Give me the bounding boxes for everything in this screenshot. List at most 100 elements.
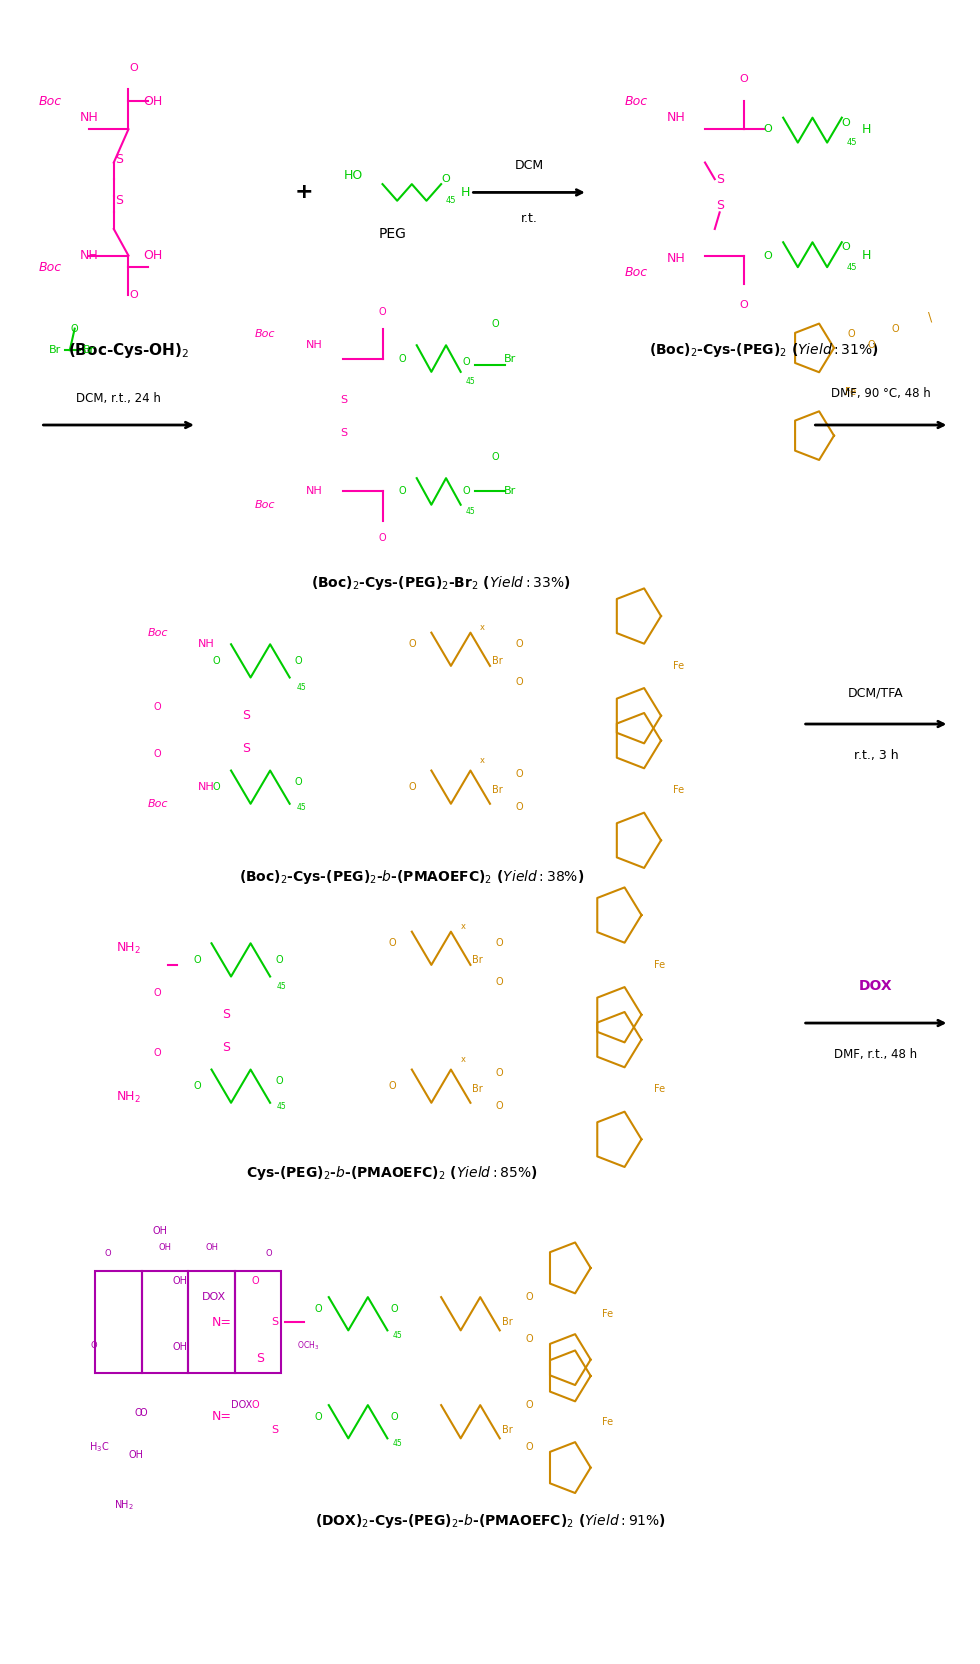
Text: 45: 45	[466, 508, 475, 516]
Text: O: O	[463, 486, 470, 496]
Text: O: O	[71, 324, 78, 334]
Text: O: O	[154, 988, 162, 998]
Text: Br: Br	[504, 353, 515, 363]
Text: OH: OH	[172, 1276, 187, 1286]
Text: 45: 45	[277, 982, 287, 992]
Text: O: O	[193, 955, 201, 965]
Text: OCH$_3$: OCH$_3$	[297, 1340, 318, 1351]
Text: O: O	[252, 1399, 260, 1409]
Text: O: O	[213, 782, 220, 792]
Text: O: O	[315, 1411, 321, 1421]
Text: 45: 45	[847, 263, 858, 271]
Text: O: O	[398, 486, 406, 496]
Text: O: O	[390, 1411, 398, 1421]
Text: O: O	[763, 251, 772, 261]
Text: DCM/TFA: DCM/TFA	[849, 686, 904, 699]
Text: O: O	[525, 1441, 533, 1451]
Text: 45: 45	[446, 196, 457, 205]
Text: O: O	[408, 782, 416, 792]
Text: NH$_2$: NH$_2$	[116, 940, 141, 955]
Text: S: S	[222, 1042, 230, 1055]
Text: O: O	[154, 1048, 162, 1058]
Text: O: O	[390, 1305, 398, 1315]
Text: S: S	[257, 1353, 265, 1364]
Text: O: O	[525, 1333, 533, 1343]
Text: O: O	[515, 769, 523, 779]
Text: O: O	[378, 308, 386, 318]
Text: O: O	[867, 339, 875, 349]
Text: Boc: Boc	[38, 261, 62, 273]
Text: (Boc)$_2$-Cys-(PEG)$_2$-$\it{b}$-(PMAOEFC)$_2$ ($\it{Yield: 38\%}$): (Boc)$_2$-Cys-(PEG)$_2$-$\it{b}$-(PMAOEF…	[239, 869, 584, 885]
Text: O: O	[740, 301, 749, 311]
Text: O: O	[848, 328, 856, 339]
Text: 45: 45	[847, 138, 858, 146]
Text: N=: N=	[212, 1316, 231, 1328]
Text: O: O	[193, 1082, 201, 1092]
Text: $\backslash$: $\backslash$	[927, 310, 933, 324]
Text: Fe: Fe	[845, 386, 856, 396]
Text: DOX: DOX	[231, 1399, 252, 1409]
Text: O: O	[388, 1082, 396, 1092]
Text: O: O	[842, 243, 851, 253]
Text: O: O	[496, 977, 504, 987]
Text: O: O	[515, 802, 523, 812]
Text: OH: OH	[153, 1226, 168, 1236]
Text: O: O	[139, 1408, 147, 1418]
Text: S: S	[222, 1008, 230, 1022]
Text: (Boc)$_2$-Cys-(PEG)$_2$ ($\it{Yield: 31\%}$): (Boc)$_2$-Cys-(PEG)$_2$ ($\it{Yield: 31\…	[649, 341, 879, 359]
Text: O: O	[315, 1305, 321, 1315]
Text: O: O	[129, 63, 137, 73]
Text: 45: 45	[297, 802, 307, 812]
Text: Br: Br	[502, 1424, 513, 1434]
Text: H: H	[861, 123, 870, 136]
Text: O: O	[154, 749, 162, 759]
Text: Fe: Fe	[602, 1310, 613, 1320]
Text: Boc: Boc	[255, 328, 275, 339]
Text: H: H	[861, 250, 870, 261]
Text: 45: 45	[297, 682, 307, 692]
Text: Br: Br	[83, 344, 95, 354]
Text: H$_3$C: H$_3$C	[88, 1439, 109, 1454]
Text: O: O	[496, 1102, 504, 1112]
Text: O: O	[842, 118, 851, 128]
Text: O: O	[388, 938, 396, 948]
Text: O: O	[491, 318, 499, 329]
Text: NH: NH	[666, 111, 685, 125]
Text: Br: Br	[492, 785, 503, 795]
Text: DCM, r.t., 24 h: DCM, r.t., 24 h	[76, 393, 161, 404]
Text: Br: Br	[502, 1318, 513, 1328]
Text: DOX: DOX	[859, 978, 893, 993]
Text: Fe: Fe	[602, 1416, 613, 1426]
Text: O: O	[515, 677, 523, 687]
Text: O: O	[129, 291, 137, 301]
Text: r.t., 3 h: r.t., 3 h	[854, 749, 899, 762]
Text: S: S	[715, 173, 723, 186]
Text: O: O	[154, 702, 162, 712]
Text: PEG: PEG	[378, 226, 407, 241]
Text: Boc: Boc	[625, 266, 648, 278]
Text: DOX: DOX	[202, 1293, 225, 1303]
Text: +: +	[295, 183, 314, 203]
Text: r.t.: r.t.	[520, 213, 537, 225]
Text: O: O	[275, 955, 282, 965]
Text: Boc: Boc	[38, 95, 62, 108]
Text: Fe: Fe	[654, 1085, 664, 1095]
Text: OH: OH	[172, 1341, 187, 1351]
Text: S: S	[715, 200, 723, 213]
Text: Fe: Fe	[673, 661, 684, 671]
Text: Br: Br	[472, 1085, 483, 1095]
Text: S: S	[242, 709, 250, 722]
Text: Br: Br	[472, 955, 483, 965]
Text: O: O	[295, 656, 302, 666]
Text: S: S	[271, 1424, 278, 1434]
Text: 45: 45	[392, 1331, 402, 1340]
Text: Cys-(PEG)$_2$-$\it{b}$-(PMAOEFC)$_2$ ($\it{Yield: 85\%}$): Cys-(PEG)$_2$-$\it{b}$-(PMAOEFC)$_2$ ($\…	[246, 1163, 538, 1181]
Text: O: O	[398, 353, 406, 363]
Text: NH: NH	[80, 250, 99, 261]
Text: Boc: Boc	[625, 95, 648, 108]
Text: O: O	[105, 1248, 111, 1258]
Text: x: x	[461, 922, 465, 932]
Text: OH: OH	[143, 250, 163, 261]
Text: DMF, r.t., 48 h: DMF, r.t., 48 h	[834, 1048, 917, 1062]
Text: O: O	[740, 75, 749, 85]
